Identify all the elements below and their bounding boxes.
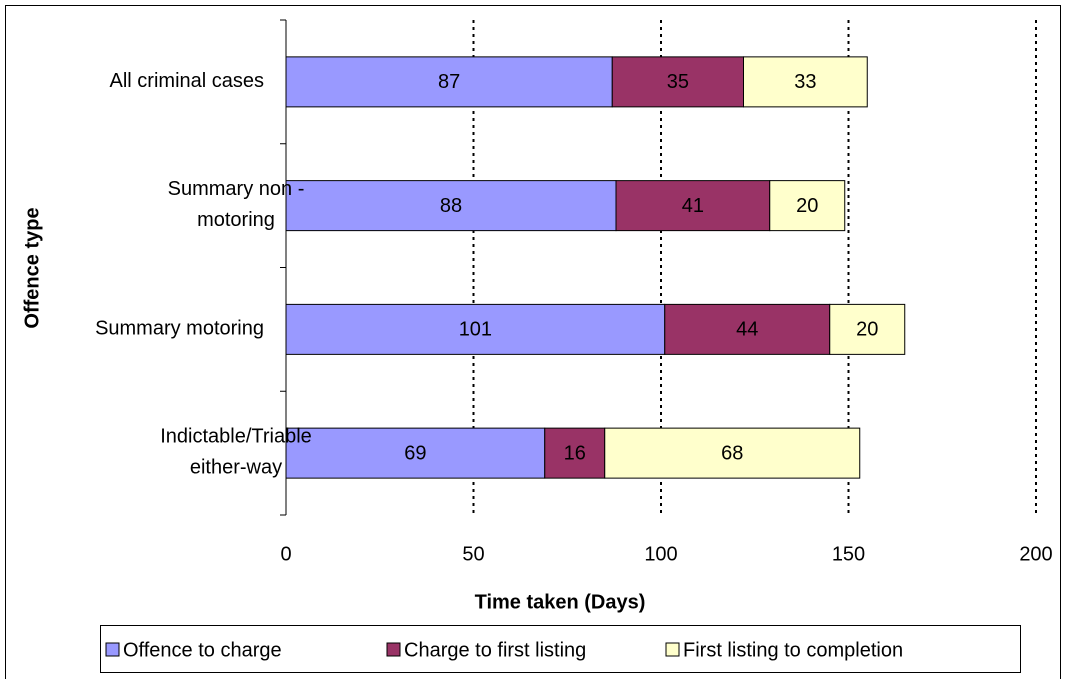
- y-tick-label: Indictable/Triable either-way: [160, 426, 312, 479]
- x-tick-label: 0: [280, 543, 291, 565]
- x-axis-title: Time taken (Days): [475, 591, 646, 613]
- x-tick-label: 200: [1019, 543, 1052, 565]
- y-tick-label: Summary motoring: [95, 318, 264, 340]
- legend-swatch: [665, 642, 680, 657]
- legend-label: Offence to charge: [123, 639, 282, 661]
- legend-swatch: [105, 642, 120, 657]
- value-label: 88: [440, 195, 462, 217]
- bar-segment: [615, 180, 771, 232]
- value-label: 16: [564, 442, 586, 464]
- value-label: 35: [667, 71, 689, 93]
- bar-segment: [829, 303, 906, 355]
- chart-frame: [5, 5, 1061, 679]
- x-tick-label: 100: [644, 543, 677, 565]
- value-label: 20: [796, 195, 818, 217]
- bar-segment: [611, 56, 744, 108]
- x-tick-label: 50: [462, 543, 484, 565]
- bar-segment: [604, 427, 861, 479]
- y-axis-title: Offence type: [21, 207, 43, 328]
- legend: [100, 625, 1021, 673]
- value-label: 69: [404, 442, 426, 464]
- bar-segment: [743, 56, 868, 108]
- x-tick-label: 150: [832, 543, 865, 565]
- bar-segment: [285, 427, 546, 479]
- legend-label: First listing to completion: [683, 639, 903, 661]
- value-label: 41: [682, 195, 704, 217]
- bar-segment: [285, 303, 666, 355]
- value-label: 68: [721, 442, 743, 464]
- bar-segment: [664, 303, 831, 355]
- legend-label: Charge to first listing: [404, 639, 586, 661]
- y-tick-label: All criminal cases: [110, 70, 264, 92]
- value-label: 33: [794, 71, 816, 93]
- y-tick-label: Summary non -motoring: [168, 178, 305, 231]
- bar-segment: [544, 427, 606, 479]
- legend-swatch: [386, 642, 401, 657]
- value-label: 101: [459, 319, 492, 341]
- value-label: 87: [438, 71, 460, 93]
- value-label: 20: [856, 319, 878, 341]
- bar-segment: [769, 180, 846, 232]
- value-label: 44: [736, 319, 758, 341]
